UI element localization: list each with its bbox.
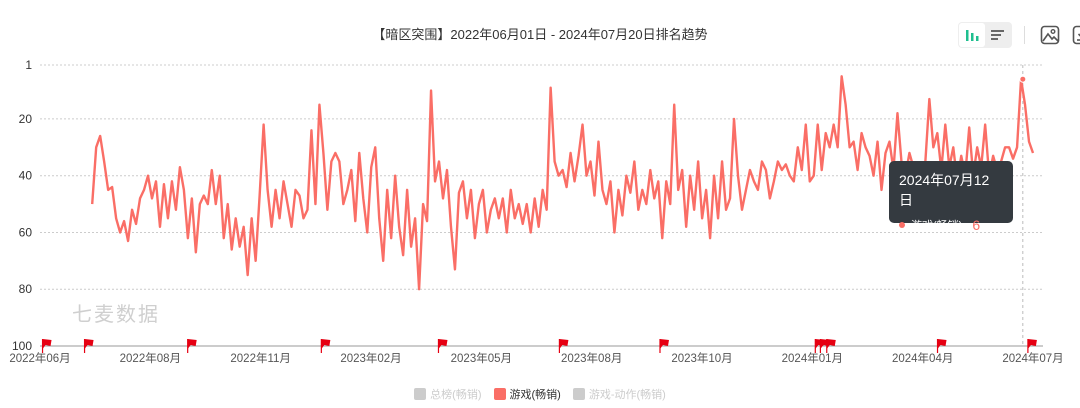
flag-cloth [1027,339,1037,349]
x-tick-label: 2023年05月 [451,351,512,365]
x-tick-label: 2022年11月 [230,351,291,365]
event-flag-icon [1027,339,1037,353]
legend: 总榜(畅销) 游戏(畅销) 游戏-动作(畅销) [0,386,1080,402]
flag-cloth [826,339,836,349]
tooltip-row: 游戏(畅销) 6 [899,217,1003,233]
event-flag-icon [558,339,569,353]
flag-cloth [42,339,52,349]
list-icon [991,30,1004,40]
event-flag-icon [187,339,197,353]
y-tick-label: 20 [19,112,33,126]
highlight-point [1019,75,1027,83]
series-line-game [90,75,1035,291]
chart-type-switch [958,22,1012,48]
event-flag-icon [83,339,94,353]
x-tick-label: 2022年06月 [9,351,70,365]
tooltip: 2024年07月12日 游戏(畅销) 6 [889,161,1013,233]
tooltip-date: 2024年07月12日 [899,172,990,208]
event-flag-icon [41,339,52,353]
x-tick-label: 2023年08月 [561,351,622,365]
legend-item-total[interactable]: 总榜(畅销) [414,386,482,402]
flag-cloth [937,339,947,349]
legend-item-game[interactable]: 游戏(畅销) [493,386,561,402]
x-tick-label: 2024年07月 [1002,351,1063,365]
x-tick-label: 2023年02月 [340,351,401,365]
y-tick-label: 40 [19,169,33,183]
tooltip-value: 6 [972,217,981,233]
series-dot-icon [899,222,905,228]
watermark: 七麦数据 [72,304,160,326]
tooltip-series: 游戏(畅销) [911,220,963,232]
y-tick-label: 100 [12,339,32,353]
flag-cloth [187,339,197,349]
y-tick-label: 1 [25,58,32,72]
y-tick-label: 80 [19,282,33,296]
legend-item-game-action[interactable]: 游戏-动作(畅销) [572,386,666,402]
flag-cloth [438,339,448,349]
legend-label: 游戏(畅销) [509,389,561,401]
event-flag-icon [659,339,669,353]
bar-chart-icon [966,30,979,41]
legend-swatch [493,388,506,400]
x-tick-label: 2024年01月 [782,351,843,365]
flag-cloth [321,339,331,349]
legend-label: 总榜(畅销) [430,389,482,401]
chart-toolbar [958,22,1080,48]
flag-cloth [84,339,94,349]
flag-cloth [659,339,669,349]
list-view-button[interactable] [985,23,1011,47]
x-tick-label: 2022年08月 [120,351,181,365]
image-icon [1040,25,1060,45]
legend-label: 游戏-动作(畅销) [588,389,666,401]
event-flag-icon [936,339,947,353]
y-tick-label: 60 [19,225,33,239]
flag-cloth [559,339,569,349]
event-flag-icon [826,339,836,353]
bar-chart-button[interactable] [959,23,985,47]
chart-title: 【暗区突围】2022年06月01日 - 2024年07月20日排名趋势 [372,27,708,42]
legend-swatch [572,388,585,400]
x-tick-label: 2024年04月 [892,351,953,365]
x-tick-label: 2023年10月 [671,351,732,365]
event-flag-icon [437,339,448,353]
event-flag-icon [320,339,331,353]
toolbar-divider [1024,26,1025,44]
save-image-button[interactable] [1037,23,1063,47]
legend-swatch [414,388,427,400]
